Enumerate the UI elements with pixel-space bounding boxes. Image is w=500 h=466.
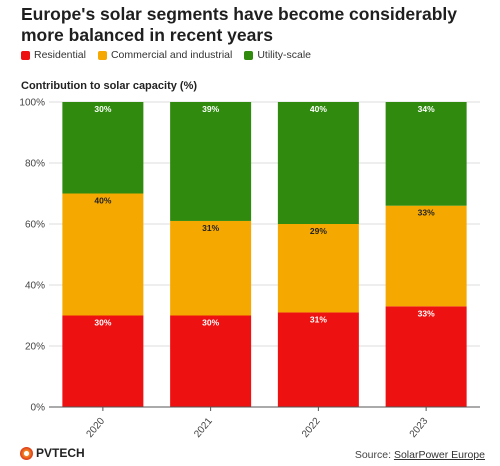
- pvtech-logo: PVTECH: [20, 446, 85, 460]
- legend-swatch-residential: [21, 50, 30, 60]
- data-label: 40%: [310, 104, 327, 114]
- legend-label-residential: Residential: [34, 49, 86, 61]
- bar-segment: [170, 220, 252, 316]
- legend-label-commercial: Commercial and industrial: [110, 49, 233, 61]
- y-tick-label: 100%: [19, 98, 45, 109]
- legend: Residential Commercial and industrial Ut…: [21, 49, 311, 61]
- data-label: 29%: [310, 226, 327, 236]
- data-label: 33%: [418, 308, 435, 318]
- data-label: 34%: [418, 104, 435, 114]
- bar-segment: [277, 224, 359, 313]
- stacked-bar-chart: 30% 40% 30% 30% 31% 39% 31% 29% 40% 33% 33% 34% 0% 2…: [19, 98, 480, 440]
- bar-segments: [62, 102, 467, 407]
- brand-name: PVTECH: [36, 446, 85, 460]
- y-tick-label: 60%: [25, 220, 45, 231]
- data-label: 39%: [202, 104, 219, 114]
- legend-item-commercial: Commercial and industrial: [97, 49, 233, 61]
- y-tick-label: 80%: [25, 159, 45, 170]
- bar-segment: [385, 205, 467, 307]
- data-label: 30%: [94, 318, 111, 328]
- x-tick-label: 2021: [192, 416, 215, 440]
- bar-segment: [62, 193, 144, 316]
- source-note: Source: SolarPower Europe: [355, 449, 485, 461]
- data-label: 33%: [418, 208, 435, 218]
- data-label: 40%: [94, 196, 111, 206]
- y-tick-label: 40%: [25, 281, 45, 292]
- legend-swatch-utility: [244, 50, 254, 60]
- bar-segment: [62, 102, 144, 194]
- legend-label-utility: Utility-scale: [257, 49, 312, 61]
- data-label: 31%: [202, 223, 219, 233]
- data-labels: 30% 40% 30% 30% 31% 39% 31% 29% 40% 33% 33% 34%: [94, 104, 435, 328]
- bar-segment: [385, 102, 467, 206]
- data-label: 31%: [310, 314, 327, 324]
- bar-segment: [62, 315, 144, 407]
- legend-swatch-commercial: [97, 50, 107, 60]
- x-tick-label: 2020: [84, 416, 107, 440]
- legend-item-residential: Residential: [21, 49, 86, 61]
- bar-segment: [277, 102, 359, 224]
- sun-logo-icon: [20, 446, 33, 460]
- bar-segment: [277, 312, 359, 407]
- source-link[interactable]: SolarPower Europe: [393, 449, 485, 461]
- bar-segment: [170, 102, 252, 221]
- data-label: 30%: [202, 318, 219, 328]
- chart-title: Europe's solar segments have become cons…: [21, 4, 457, 45]
- y-tick-label: 0%: [31, 403, 46, 414]
- x-tick-label: 2022: [300, 416, 323, 440]
- chart-subtitle: Contribution to solar capacity (%): [21, 80, 198, 92]
- bar-segment: [385, 306, 467, 407]
- bar-segment: [170, 315, 252, 407]
- y-tick-label: 20%: [25, 342, 45, 353]
- x-tick-label: 2023: [408, 416, 431, 440]
- source-prefix: Source:: [354, 449, 394, 461]
- data-label: 30%: [94, 104, 111, 114]
- legend-item-utility: Utility-scale: [244, 49, 311, 61]
